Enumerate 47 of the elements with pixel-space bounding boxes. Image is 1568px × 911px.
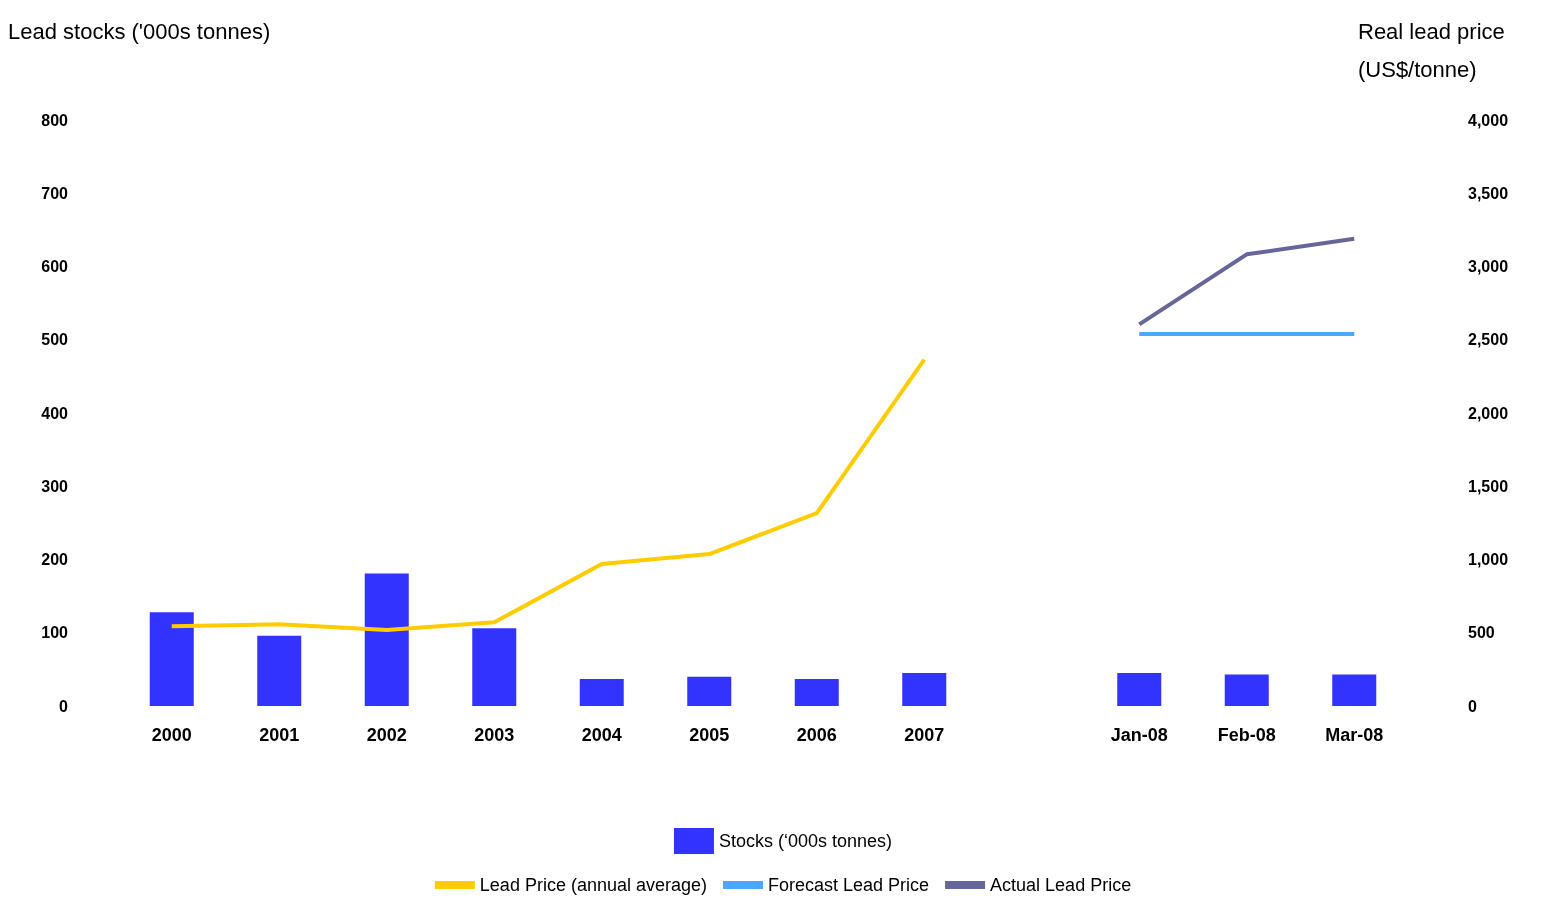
y2-tick-label: 0 (1468, 697, 1477, 715)
y-tick-label: 300 (41, 477, 69, 495)
bar (1332, 674, 1377, 706)
x-tick-label: Feb-08 (1217, 725, 1276, 745)
bar (364, 573, 409, 706)
y2-tick-label: 3,500 (1468, 184, 1509, 202)
y-tick-label: 200 (41, 551, 69, 568)
y2-tick-label: 3,000 (1468, 258, 1509, 275)
y2-tick-label: 4,000 (1468, 111, 1509, 129)
bar (687, 676, 732, 706)
x-tick-label: 2004 (581, 725, 622, 745)
legend-label: Lead Price (annual average) (479, 875, 707, 895)
y-tick-label: 800 (41, 111, 69, 129)
legend-label: Forecast Lead Price (767, 875, 930, 895)
y-tick-label: 600 (41, 258, 69, 275)
x-tick-label: 2003 (474, 725, 515, 745)
x-tick-label: 2005 (689, 725, 730, 745)
y2-tick-label: 1,500 (1468, 477, 1509, 495)
bar (149, 612, 194, 706)
y-tick-label: 100 (41, 624, 69, 642)
bar (472, 628, 517, 706)
bar (1224, 674, 1269, 706)
y2-tick-label: 1,000 (1468, 551, 1509, 568)
x-tick-label: Mar-08 (1325, 725, 1384, 745)
y-tick-label: 0 (59, 697, 69, 715)
legend-label: Stocks (‘000s tonnes) (718, 831, 893, 851)
bar (902, 673, 947, 706)
y2-tick-label: 2,500 (1468, 331, 1509, 349)
line-series (169, 357, 927, 633)
y2-axis-title: Real lead price (US$/tonne) (1358, 18, 1511, 82)
x-tick-label: 2002 (366, 725, 407, 745)
bar (794, 678, 839, 706)
x-tick-label: 2001 (259, 725, 300, 745)
x-tick-label: Jan-08 (1110, 725, 1168, 745)
y2-tick-label: 2,000 (1468, 404, 1509, 422)
bar (257, 635, 302, 706)
y-tick-label: 400 (41, 404, 69, 422)
legend-label: Actual Lead Price (990, 875, 1132, 895)
bar (579, 678, 624, 706)
x-tick-label: 2006 (796, 725, 837, 745)
y2-tick-label: 500 (1468, 624, 1495, 642)
y-axis-title: Lead stocks ('000s tonnes) (8, 18, 271, 44)
y-tick-label: 700 (41, 184, 69, 202)
x-tick-label: 2000 (151, 725, 192, 745)
x-tick-label: 2007 (904, 725, 945, 745)
y-tick-label: 500 (41, 331, 69, 349)
bar (1117, 673, 1162, 706)
